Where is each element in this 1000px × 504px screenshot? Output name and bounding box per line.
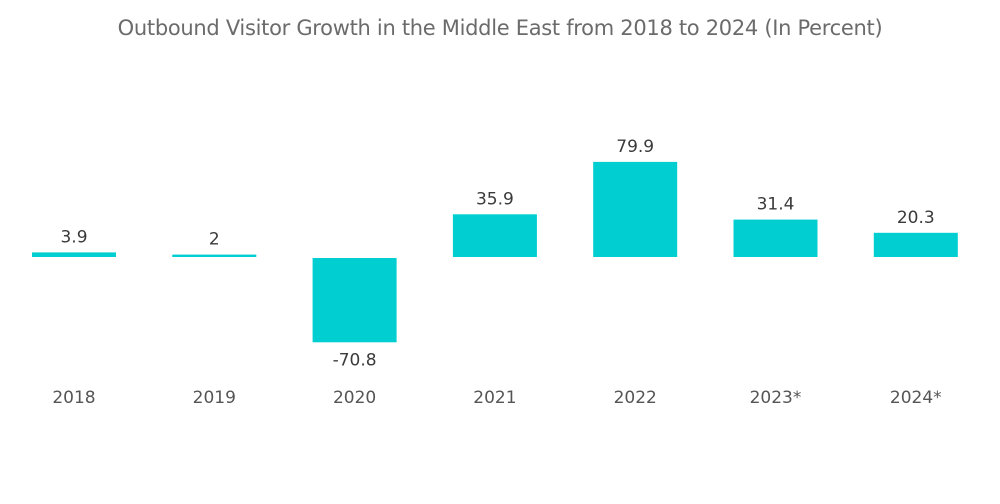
bar-2021: [452, 214, 537, 257]
value-label-2021: 35.9: [476, 189, 514, 209]
bar-2020: [312, 258, 397, 343]
value-label-2019: 2: [209, 230, 220, 250]
chart-title: Outbound Visitor Growth in the Middle Ea…: [117, 16, 883, 40]
x-tick-label-2018: 2018: [52, 388, 95, 408]
value-label-2018: 3.9: [60, 227, 87, 247]
bar-2018: [32, 252, 116, 257]
value-label-2020: -70.8: [333, 350, 377, 370]
value-label-2023: 31.4: [757, 195, 795, 215]
x-tick-label-2019: 2019: [193, 388, 236, 408]
x-tick-label-2021: 2021: [473, 388, 516, 408]
value-label-2022: 79.9: [616, 137, 654, 157]
x-tick-label-2020: 2020: [333, 388, 376, 408]
bar-2023: [733, 219, 818, 257]
bar-2022: [593, 161, 678, 257]
bar-2019: [172, 254, 257, 257]
x-tick-label-2023: 2023*: [750, 388, 802, 408]
x-tick-label-2024: 2024*: [890, 388, 942, 408]
bar-2024: [873, 232, 958, 257]
x-tick-label-2022: 2022: [614, 388, 657, 408]
value-label-2024: 20.3: [897, 208, 935, 228]
